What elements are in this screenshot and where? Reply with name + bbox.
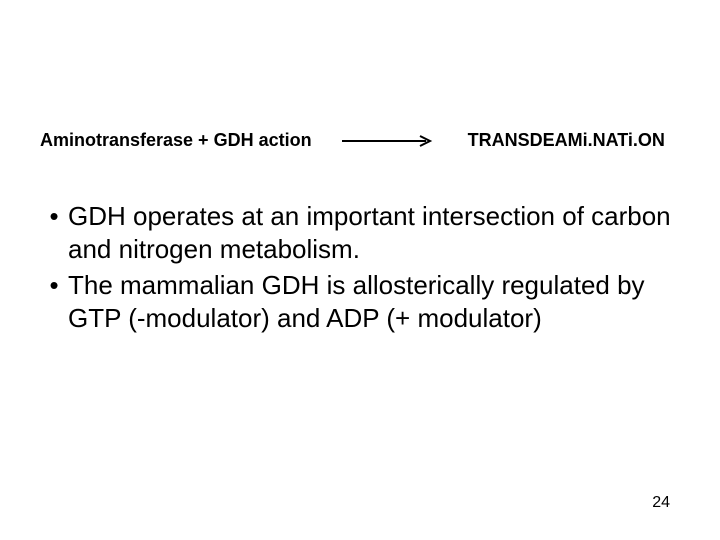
- header-row: Aminotransferase + GDH action TRANSDEAMi…: [40, 130, 680, 151]
- header-right-text: TRANSDEAMi.NATi.ON: [468, 130, 665, 151]
- bullet-text: GDH operates at an important intersectio…: [68, 200, 680, 265]
- bullet-dot-icon: •: [40, 200, 68, 233]
- arrow-icon: [340, 134, 440, 148]
- list-item: • GDH operates at an important intersect…: [40, 200, 680, 265]
- page-number: 24: [652, 494, 670, 512]
- bullet-dot-icon: •: [40, 269, 68, 302]
- list-item: • The mammalian GDH is allosterically re…: [40, 269, 680, 334]
- bullet-text: The mammalian GDH is allosterically regu…: [68, 269, 680, 334]
- slide: Aminotransferase + GDH action TRANSDEAMi…: [0, 0, 720, 540]
- header-left-text: Aminotransferase + GDH action: [40, 130, 312, 151]
- bullet-list: • GDH operates at an important intersect…: [40, 200, 680, 338]
